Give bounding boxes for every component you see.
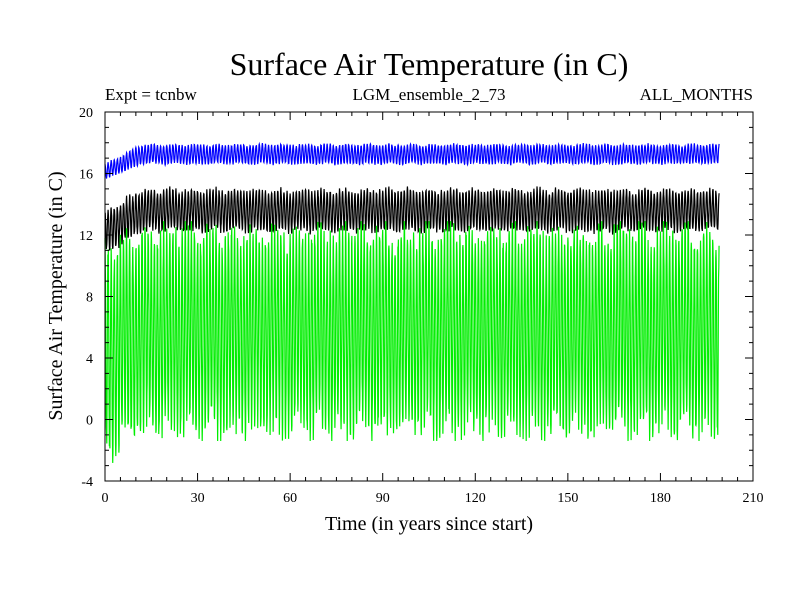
y-tick-label: 16 xyxy=(79,168,93,183)
y-tick-label: 0 xyxy=(86,414,93,429)
plot-frame xyxy=(104,111,754,482)
series-line-3 xyxy=(104,221,720,463)
y-tick-label: 4 xyxy=(86,352,93,367)
series-layer xyxy=(104,141,720,463)
x-tick-label: 210 xyxy=(743,491,764,506)
x-tick-label: 90 xyxy=(376,491,390,506)
ticks-layer: 0 30 60 90 120 150 180 210 -4 0 4 8 12 16 20 xyxy=(79,106,764,506)
chart-subtitle-left: Expt = tcnbw xyxy=(105,85,197,104)
y-axis-label: Surface Air Temperature (in C) xyxy=(45,171,67,420)
x-axis-label: Time (in years since start) xyxy=(325,513,533,535)
y-tick-label: -4 xyxy=(81,475,93,490)
y-tick-label: 12 xyxy=(79,229,93,244)
x-tick-label: 0 xyxy=(102,491,109,506)
y-tick-label: 8 xyxy=(86,291,93,306)
x-tick-label: 120 xyxy=(465,491,486,506)
x-tick-label: 150 xyxy=(557,491,578,506)
series-line-1 xyxy=(104,141,720,179)
y-tick-label: 20 xyxy=(79,106,93,121)
chart-title: Surface Air Temperature (in C) xyxy=(230,46,629,82)
x-tick-label: 180 xyxy=(650,491,671,506)
chart-subtitle-right: ALL_MONTHS xyxy=(640,85,753,104)
chart-subtitle-center: LGM_ensemble_2_73 xyxy=(353,85,506,104)
x-tick-label: 60 xyxy=(283,491,297,506)
x-tick-label: 30 xyxy=(191,491,205,506)
series-line-2 xyxy=(104,186,720,251)
